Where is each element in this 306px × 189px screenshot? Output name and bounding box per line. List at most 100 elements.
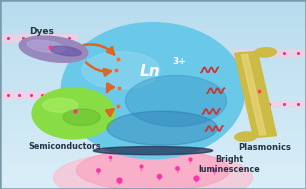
Bar — [0, 164, 306, 166]
Bar — [0, 66, 306, 68]
Text: Plasmonics: Plasmonics — [238, 143, 291, 152]
Bar — [0, 81, 306, 83]
Ellipse shape — [32, 88, 115, 139]
Bar — [0, 8, 306, 9]
Bar — [0, 91, 306, 93]
Bar — [0, 15, 306, 17]
Ellipse shape — [93, 146, 213, 155]
Bar — [0, 40, 306, 42]
Bar — [0, 60, 306, 62]
Bar — [0, 121, 306, 123]
Bar — [0, 0, 306, 2]
Bar — [0, 157, 306, 159]
Polygon shape — [0, 34, 76, 42]
Bar — [0, 138, 306, 140]
Bar — [0, 149, 306, 151]
Bar — [0, 87, 306, 89]
Ellipse shape — [63, 109, 100, 125]
Bar — [0, 2, 306, 4]
Bar — [0, 185, 306, 187]
Bar — [0, 115, 306, 117]
Text: Ln: Ln — [140, 64, 160, 79]
Ellipse shape — [43, 98, 78, 112]
Polygon shape — [235, 51, 276, 138]
Bar — [0, 129, 306, 130]
Bar — [0, 102, 306, 104]
Bar — [0, 187, 306, 189]
Bar — [0, 89, 306, 91]
Bar — [0, 142, 306, 144]
Bar — [0, 23, 306, 25]
Bar — [0, 130, 306, 132]
Bar — [0, 180, 306, 181]
Bar — [0, 77, 306, 79]
Bar — [0, 28, 306, 30]
Bar — [0, 104, 306, 106]
Bar — [0, 181, 306, 183]
Bar — [0, 176, 306, 178]
Ellipse shape — [61, 23, 245, 159]
Bar — [0, 45, 306, 47]
Bar — [0, 32, 306, 34]
Bar — [0, 34, 306, 36]
Ellipse shape — [82, 52, 160, 89]
Bar — [0, 30, 306, 32]
Bar — [0, 183, 306, 185]
Bar — [0, 161, 306, 163]
Ellipse shape — [76, 149, 230, 189]
Bar — [0, 125, 306, 127]
Text: 3+: 3+ — [172, 57, 186, 66]
Bar — [0, 153, 306, 155]
Bar — [0, 85, 306, 87]
Ellipse shape — [125, 75, 226, 126]
Bar — [0, 25, 306, 26]
Ellipse shape — [254, 48, 276, 57]
Bar — [0, 106, 306, 108]
Bar — [0, 136, 306, 138]
Bar — [0, 108, 306, 110]
Bar — [0, 132, 306, 134]
Polygon shape — [0, 91, 61, 98]
Text: Dyes: Dyes — [29, 27, 54, 36]
Bar — [0, 70, 306, 72]
Bar — [0, 13, 306, 15]
Bar — [0, 76, 306, 77]
Bar — [0, 93, 306, 94]
Bar — [0, 127, 306, 129]
Bar — [0, 146, 306, 147]
Bar — [0, 36, 306, 38]
Bar — [0, 140, 306, 142]
Polygon shape — [233, 101, 306, 107]
Bar — [0, 144, 306, 146]
Text: Bright
luminescence: Bright luminescence — [199, 155, 260, 174]
Polygon shape — [241, 54, 266, 135]
Bar — [0, 168, 306, 170]
Bar — [0, 17, 306, 19]
Bar — [0, 123, 306, 125]
Bar — [0, 117, 306, 119]
Ellipse shape — [54, 151, 252, 189]
Bar — [0, 159, 306, 161]
Bar — [0, 51, 306, 53]
Bar — [0, 174, 306, 176]
Bar — [0, 83, 306, 85]
Bar — [0, 79, 306, 81]
Bar — [0, 110, 306, 112]
Bar — [0, 134, 306, 136]
Bar — [0, 155, 306, 157]
Bar — [0, 57, 306, 59]
Ellipse shape — [107, 111, 217, 145]
Bar — [0, 26, 306, 28]
Bar — [0, 21, 306, 23]
Bar — [0, 178, 306, 180]
Bar — [0, 113, 306, 115]
Bar — [0, 96, 306, 98]
Text: Semiconductors: Semiconductors — [28, 142, 101, 151]
Bar — [0, 98, 306, 100]
Bar — [0, 59, 306, 60]
Ellipse shape — [27, 40, 65, 53]
Bar — [0, 166, 306, 168]
Bar — [0, 62, 306, 64]
Bar — [0, 94, 306, 96]
Ellipse shape — [50, 46, 81, 56]
